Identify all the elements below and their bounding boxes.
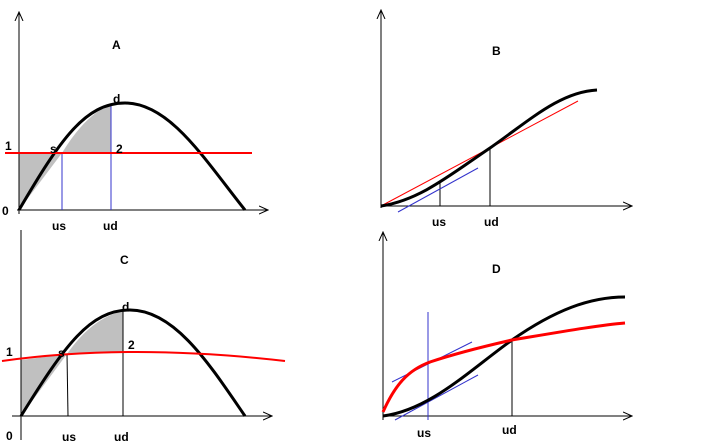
panel-title: B: [492, 44, 501, 58]
label-us: us: [432, 215, 446, 229]
hump-curve: [19, 308, 247, 417]
shaded-area-right: [62, 104, 111, 153]
label-ud: ud: [103, 219, 118, 233]
label-ud: ud: [484, 215, 499, 229]
panel-d: D us ud: [383, 232, 632, 440]
label-1: 1: [5, 139, 12, 153]
label-d: d: [113, 92, 120, 106]
label-2: 2: [116, 142, 123, 156]
label-1: 1: [6, 345, 13, 359]
label-ud: ud: [114, 430, 129, 444]
red-curve: [381, 321, 626, 413]
shaded-area-right: [67, 311, 123, 354]
label-origin: 0: [2, 204, 9, 218]
label-s: s: [58, 346, 65, 360]
panel-title: C: [120, 253, 129, 267]
panel-c: C d 2 s 1 0 us ud: [1, 230, 286, 444]
label-us: us: [52, 219, 66, 233]
label-d: d: [122, 300, 129, 314]
label-origin: 0: [6, 429, 13, 443]
shaded-area-left: [19, 153, 62, 210]
label-us: us: [62, 430, 76, 444]
us-line: [66, 353, 69, 417]
panel-b: B us ud: [381, 10, 632, 229]
label-2: 2: [128, 338, 135, 352]
panel-a: A d 2 s 1 0 us ud: [2, 12, 268, 233]
s-curve: [382, 295, 626, 418]
label-s: s: [50, 142, 57, 156]
panel-title: A: [112, 38, 121, 52]
blue-tangent-lower: [394, 374, 479, 421]
hump-curve: [17, 101, 247, 211]
label-us: us: [417, 426, 431, 440]
label-ud: ud: [502, 423, 517, 437]
red-curve: [1, 351, 286, 362]
s-curve: [380, 88, 598, 208]
panel-title: D: [492, 262, 501, 276]
blue-tangent: [397, 167, 479, 213]
